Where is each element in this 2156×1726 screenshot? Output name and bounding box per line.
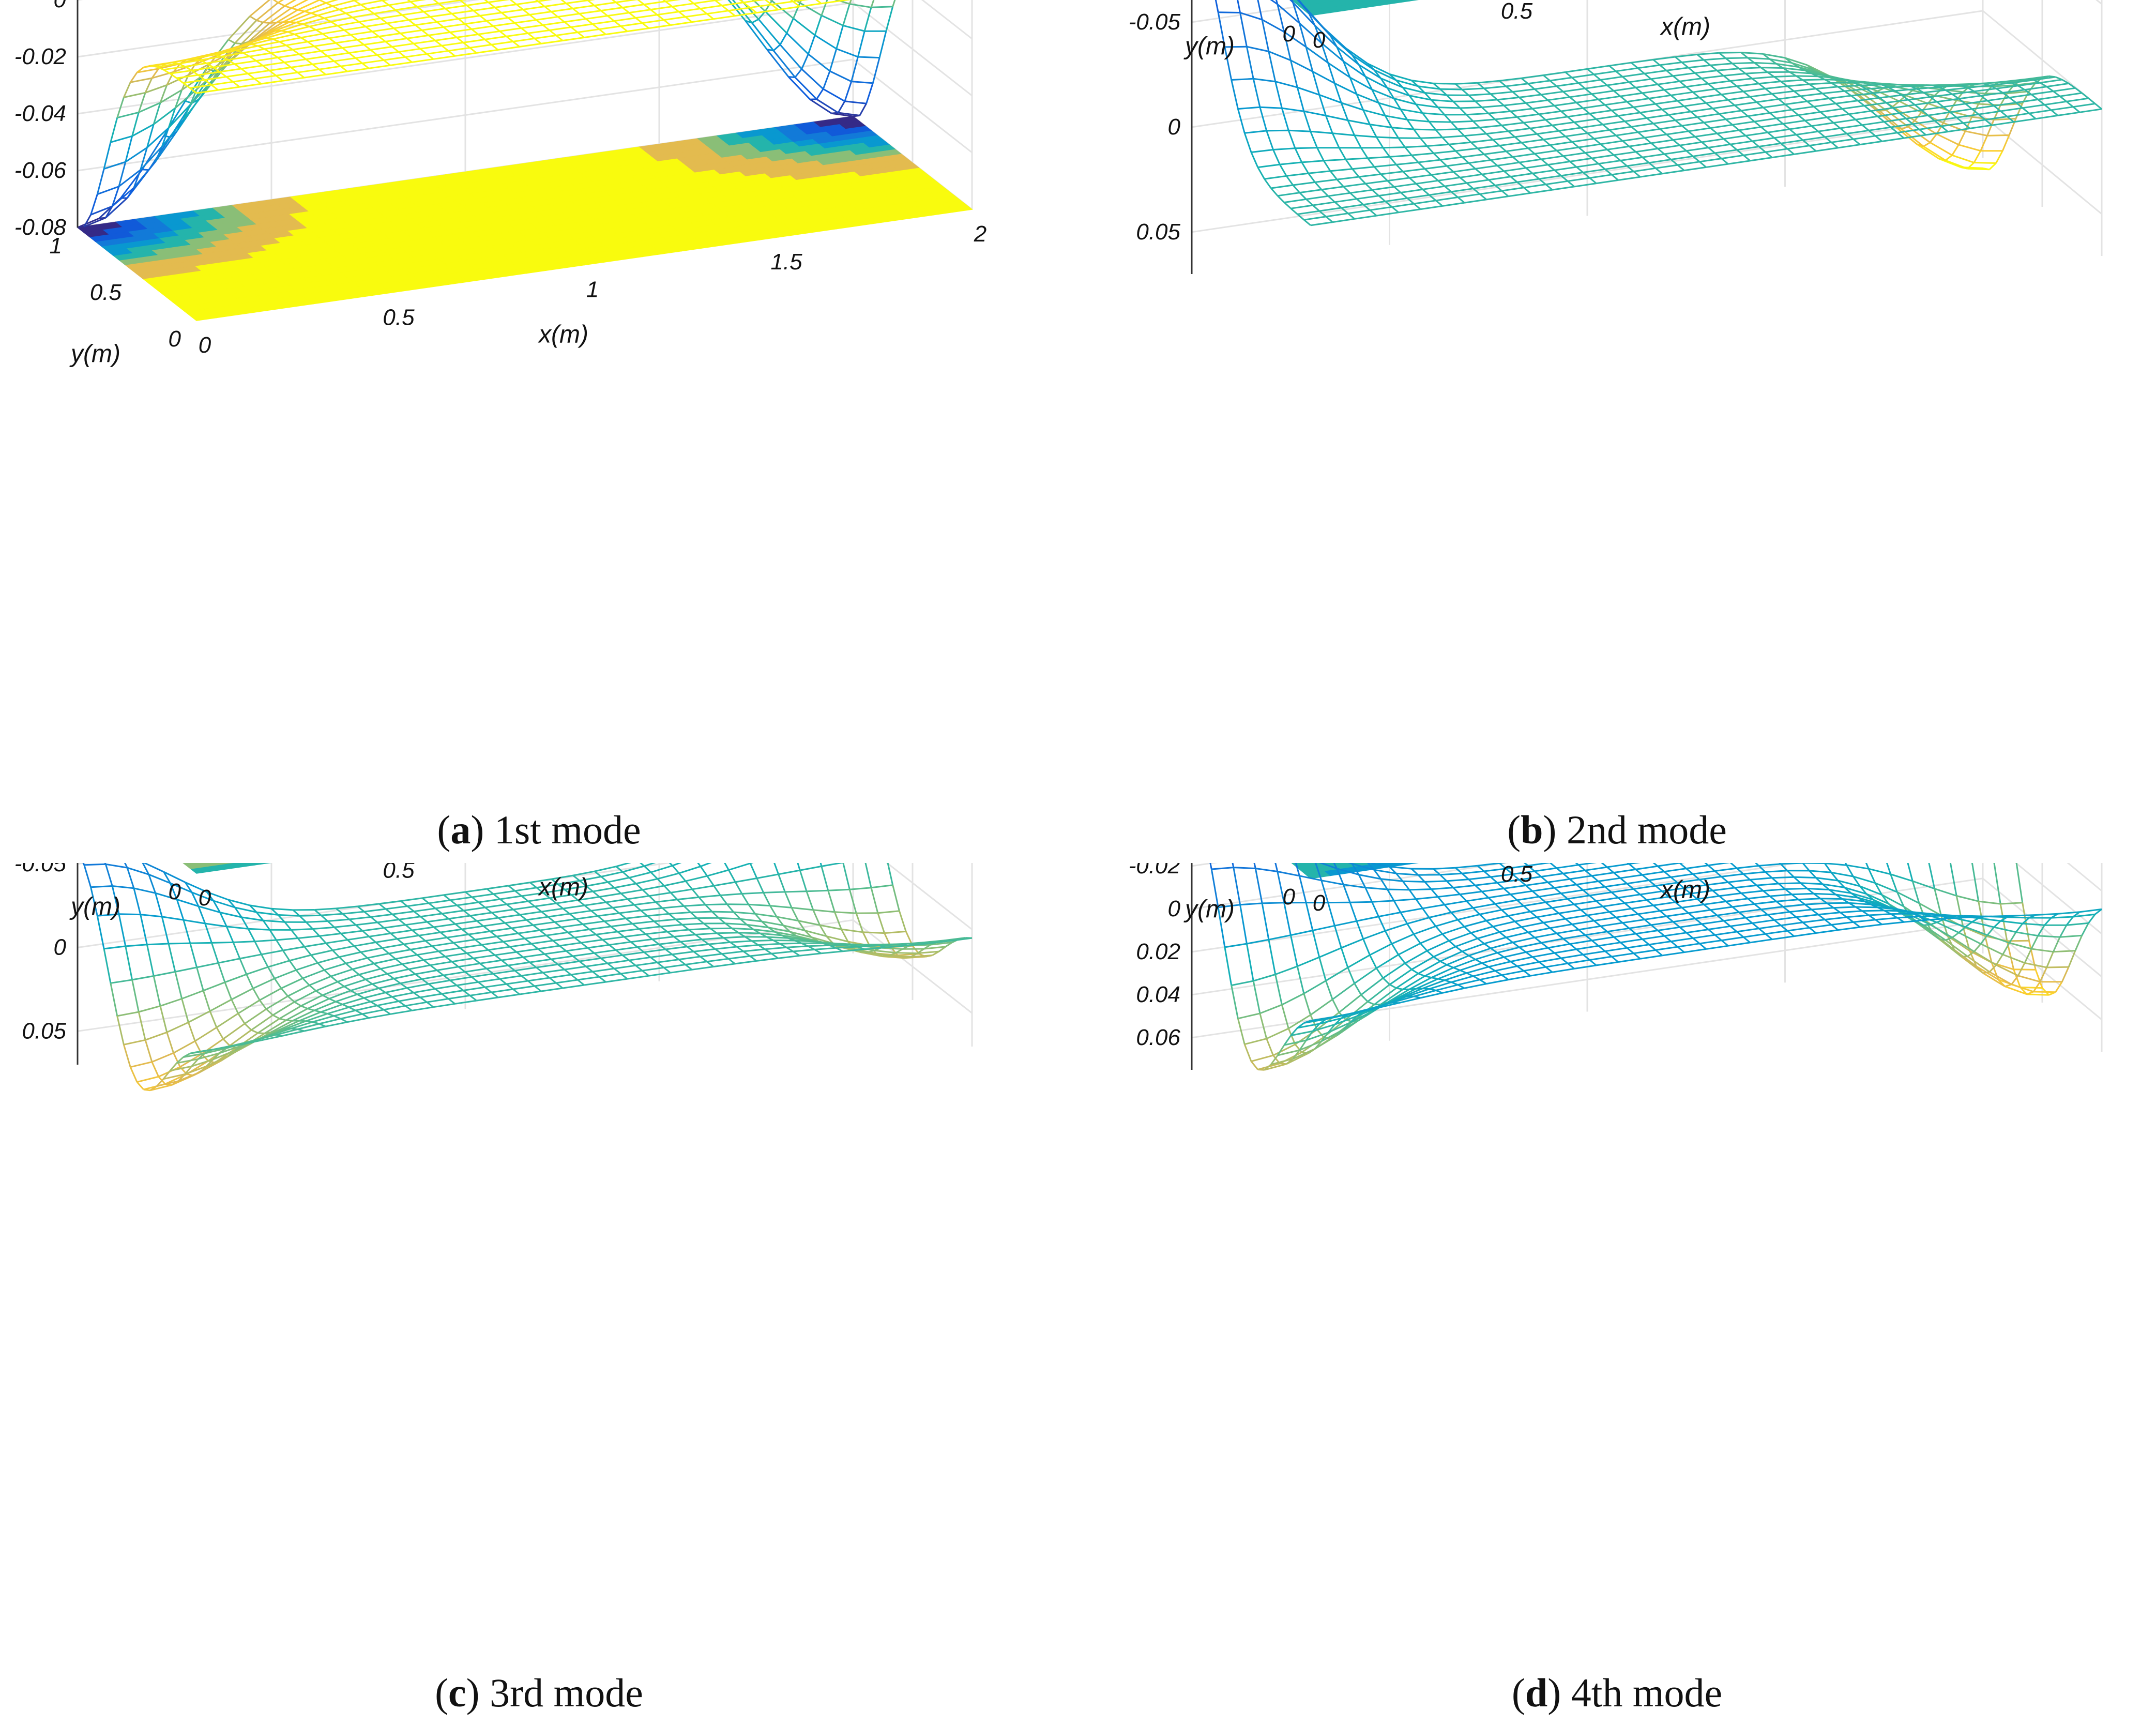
- panel-b-z-tick: 0: [1168, 114, 1181, 140]
- caption-b-text: 2nd mode: [1567, 807, 1727, 852]
- panel-b-y-label: y(m): [1183, 33, 1235, 60]
- panel-b-z-tick: -0.05: [1129, 9, 1181, 35]
- panel-a-z-tick: 0: [54, 0, 67, 12]
- panel-b-y-tick: 0: [1283, 21, 1296, 47]
- panel-a-surface-mesh: [77, 0, 896, 229]
- panel-b-x-tick: 0: [1313, 27, 1326, 53]
- panel-d-y-tick: 0: [1283, 884, 1296, 910]
- panel-a-z-tick: -0.02: [14, 44, 66, 69]
- panel-c-axes: 0.050-0.05-0.1w(m)00.511.52x(m)00.51y(m): [14, 863, 588, 1065]
- caption-c-letter: c: [448, 1670, 466, 1715]
- panel-a-axes: 0-0.02-0.04-0.06-0.08w(m)00.511.52x(m)00…: [14, 0, 986, 368]
- caption-c-text: 3rd mode: [490, 1670, 643, 1715]
- caption-a-letter: a: [450, 807, 471, 852]
- panel-d: 0.060.040.020-0.02-0.04w(m)00.511.52x(m)…: [1078, 863, 2156, 1726]
- panel-c-contour-floor: [183, 863, 271, 874]
- panel-b: 0.050-0.05-0.1w(m)00.511.52x(m)00.51y(m)…: [1078, 0, 2156, 863]
- chart-d: 0.060.040.020-0.02-0.04w(m)00.511.52x(m)…: [1078, 863, 2103, 1071]
- panel-d-axes: 0.060.040.020-0.02-0.04w(m)00.511.52x(m)…: [1078, 863, 1710, 1070]
- panel-d-z-tick: 0.04: [1136, 982, 1180, 1007]
- panel-d-z-tick: 0.02: [1136, 939, 1180, 964]
- panel-a-y-tick: 0.5: [90, 280, 122, 305]
- panel-c-surface-mesh: [82, 863, 973, 1092]
- panel-d-z-tick: -0.02: [1129, 863, 1180, 879]
- panel-c-x-tick: 0: [199, 885, 211, 911]
- chart-c: 0.050-0.05-0.1w(m)00.511.52x(m)00.51y(m): [14, 863, 973, 1092]
- panel-b-surface-mesh: [1214, 0, 2102, 226]
- panel-a-x-tick: 1: [586, 277, 599, 302]
- panel-a-x-tick: 2: [974, 221, 986, 247]
- panel-c-z-tick: 0: [54, 935, 67, 960]
- panel-d-y-label: y(m): [1183, 896, 1235, 923]
- panel-a-y-tick: 1: [50, 233, 62, 259]
- panel-c-y-label: y(m): [69, 893, 120, 920]
- panel-a: 0 -0.02 -0.04 -0.06 -0.08 w(m) 0 0.5 1 1.5 2 x(m) 0 0…: [0, 0, 1078, 863]
- panel-d-surface-mesh: [1209, 863, 2102, 1071]
- panel-a-z-tick: -0.06: [14, 158, 67, 183]
- panel-a-x-tick: 1.5: [770, 249, 802, 275]
- panel-c: 0.050-0.05-0.1w(m)00.511.52x(m)00.51y(m)…: [0, 863, 1078, 1726]
- panel-d-x-tick: 0.5: [1501, 863, 1533, 887]
- panel-a-x-tick: 0: [199, 332, 211, 358]
- panel-c-x-tick: 0.5: [383, 863, 415, 883]
- panel-b-x-label: x(m): [1660, 13, 1710, 41]
- caption-d-letter: d: [1525, 1670, 1548, 1715]
- panel-a-y-tick: 0: [169, 326, 181, 352]
- caption-c: (c) 3rd mode: [435, 1670, 643, 1715]
- caption-b-letter: b: [1521, 807, 1543, 852]
- caption-a: (a) 1st mode: [437, 807, 641, 852]
- panel-a-x-tick: 0.5: [383, 305, 415, 330]
- caption-d-text: 4th mode: [1571, 1670, 1723, 1715]
- panel-c-x-label: x(m): [538, 874, 588, 901]
- caption-b: (b) 2nd mode: [1507, 807, 1727, 852]
- panel-b-axes: 0.050-0.05-0.1w(m)00.511.52x(m)00.51y(m): [1078, 0, 1710, 274]
- panel-d-x-label: x(m): [1660, 876, 1710, 904]
- panel-b-z-label: w(m): [1078, 68, 1079, 124]
- panel-b-x-tick: 0.5: [1501, 0, 1533, 24]
- panel-a-contour-floor: [77, 116, 973, 321]
- panel-a-z-tick: -0.08: [14, 215, 67, 240]
- caption-d: (d) 4th mode: [1511, 1670, 1723, 1715]
- panel-a-x-label: x(m): [538, 321, 588, 349]
- panel-d-x-tick: 0: [1313, 890, 1326, 916]
- panel-d-z-label: w(m): [1078, 898, 1079, 953]
- chart-b: 0.050-0.05-0.1w(m)00.511.52x(m)00.51y(m): [1078, 0, 2103, 274]
- panel-c-y-tick: 0: [169, 879, 181, 904]
- panel-a-y-label: y(m): [69, 340, 120, 368]
- panel-c-z-tick: -0.05: [14, 863, 67, 876]
- panel-a-z-tick: -0.04: [14, 101, 66, 126]
- panel-d-z-tick: 0.06: [1136, 1025, 1180, 1050]
- chart-a: 0-0.02-0.04-0.06-0.08w(m)00.511.52x(m)00…: [14, 0, 986, 368]
- panel-d-z-tick: 0: [1168, 896, 1181, 921]
- panel-b-z-tick: 0.05: [1136, 219, 1180, 245]
- panel-c-z-tick: 0.05: [22, 1018, 66, 1043]
- caption-a-text: 1st mode: [494, 807, 641, 852]
